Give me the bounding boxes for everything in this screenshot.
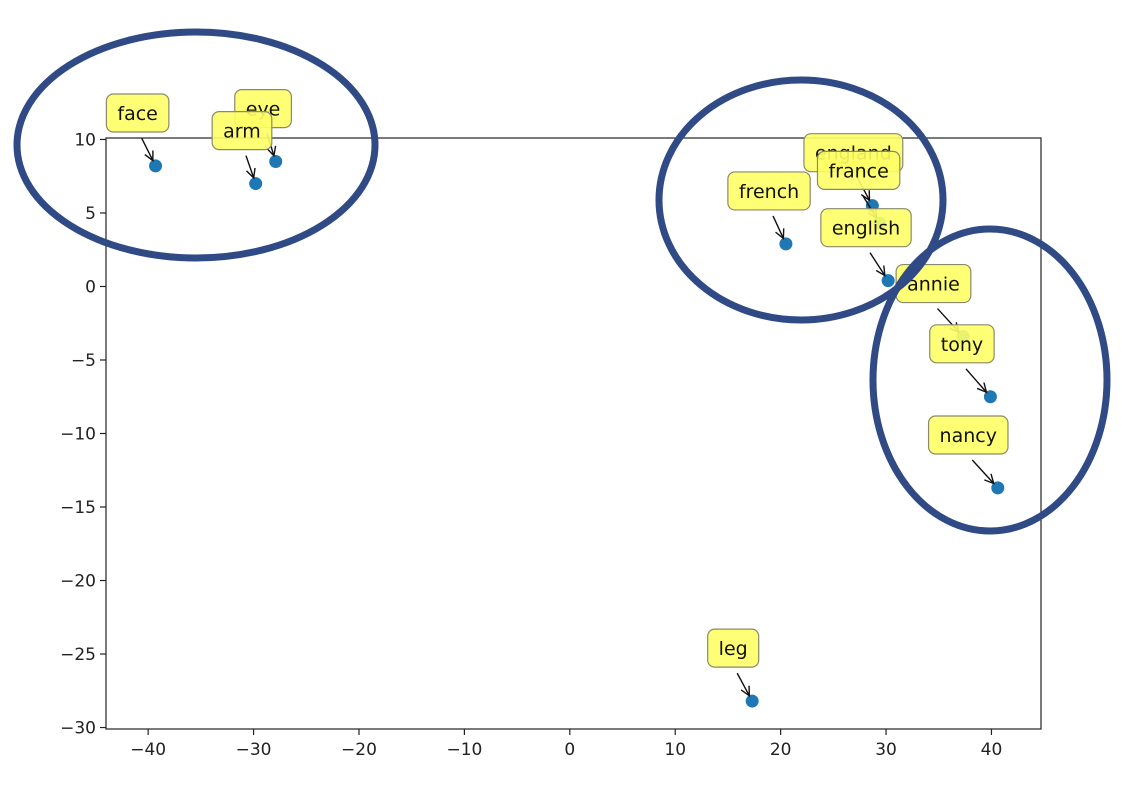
annotation-face: face [105,93,170,133]
y-tick-label: −15 [60,498,96,518]
y-tick-label: −5 [71,351,96,371]
y-tick-label: 5 [85,204,96,224]
annotation-label: france [828,160,888,182]
annotation-arrow [772,215,785,239]
cluster-outline-body-parts [13,28,379,262]
y-tick-label: 10 [74,130,96,150]
x-tick-label: 30 [875,740,897,760]
x-axis-ticks: −40 −30 −20 −10 0 10 20 30 40 [130,729,1002,760]
x-tick-label: −40 [130,740,166,760]
data-point-arm [249,177,263,191]
annotation-label: face [117,103,157,125]
annotation-arrow-head [976,382,988,394]
annotation-label: leg [719,638,748,660]
data-point-english [881,274,895,288]
x-tick-label: 0 [564,740,575,760]
annotation-arrow-head [144,150,154,162]
annotation-arrow-head [775,228,785,240]
annotation-tony: tony [929,324,995,364]
annotation-nancy: nancy [927,415,1009,455]
x-tick-label: 20 [770,740,792,760]
annotation-box [211,111,273,151]
annotation-france: france [816,150,901,190]
data-point-face [149,159,163,173]
annotation-arrow [245,155,255,179]
annotation-box [929,324,995,364]
annotation-arrow [736,672,750,697]
x-tick-label: −30 [236,740,272,760]
annotation-box [816,150,901,190]
x-tick-label: −20 [341,740,377,760]
annotation-arrow [140,137,154,161]
y-tick-label: −25 [60,645,96,665]
x-tick-label: 10 [664,740,686,760]
annotation-arrow [869,252,886,276]
annotation-arrow-head [740,685,751,698]
data-point-eye [269,155,283,169]
annotation-box [105,93,170,133]
annotation-arrow-head [246,167,256,180]
annotations: faceeyearmenglandfrancefrenchenglishanni… [105,88,1009,668]
y-tick-label: −30 [60,719,96,739]
annotation-label: annie [907,274,960,296]
annotation-leg: leg [707,628,760,668]
annotation-arm: arm [211,111,273,151]
y-tick-label: 0 [85,277,96,297]
y-tick-label: −10 [60,425,96,445]
annotation-label: arm [223,121,261,143]
cluster-outline-names [869,225,1111,535]
annotation-box [707,628,760,668]
cluster-outlines [13,28,1111,535]
annotation-arrow-head [984,473,995,485]
annotation-arrow-head [875,265,886,277]
annotation-label: english [832,218,900,240]
annotation-english: english [820,208,912,248]
y-axis-ticks: 10 5 0 −5 −10 −15 −20 −25 −30 [60,130,106,739]
annotation-box [820,208,912,248]
annotation-label: french [739,181,799,203]
annotation-label: nancy [940,425,997,447]
data-point-nancy [991,481,1005,495]
annotation-box [727,171,811,211]
x-tick-label: 40 [981,740,1003,760]
data-point-french [779,237,793,251]
data-point-tony [983,390,997,404]
x-tick-label: −10 [446,740,482,760]
annotation-box [927,415,1009,455]
annotation-label: tony [941,334,983,356]
cluster-outline-countries-languages [655,76,947,324]
data-point-leg [745,694,759,708]
annotation-french: french [727,171,811,211]
y-tick-label: −20 [60,572,96,592]
annotation-arrow [965,368,987,393]
annotation-arrow-head [266,145,277,158]
annotation-arrow [971,459,995,484]
